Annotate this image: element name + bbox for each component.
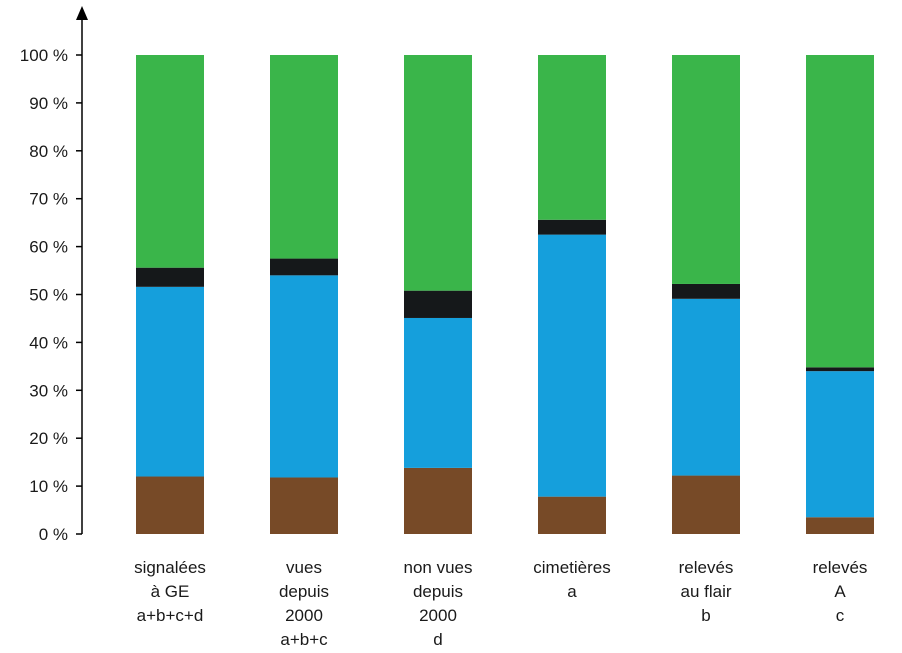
- y-tick-label: 70 %: [29, 190, 68, 209]
- category-labels: signalées à GE a+b+c+d vues depuis 2000 a+b+c n…: [134, 558, 867, 649]
- y-tick-label: 20 %: [29, 429, 68, 448]
- category-label: c: [836, 606, 845, 625]
- category-label: vues: [286, 558, 322, 577]
- bar-segment: [806, 371, 874, 518]
- category-label: a+b+c: [280, 630, 328, 649]
- bar-segment: [672, 475, 740, 534]
- category-label: 2000: [419, 606, 457, 625]
- category-label: b: [701, 606, 710, 625]
- bar-segment: [672, 283, 740, 299]
- bar-segment: [538, 55, 606, 220]
- bar-segment: [270, 275, 338, 478]
- category-label: cimetières: [533, 558, 610, 577]
- bar-segment: [270, 258, 338, 276]
- y-tick-label: 30 %: [29, 381, 68, 400]
- bar-segment: [806, 367, 874, 372]
- y-tick-label: 0 %: [39, 525, 68, 544]
- y-tick-label: 40 %: [29, 333, 68, 352]
- category-label: signalées: [134, 558, 206, 577]
- bar-segment: [136, 286, 204, 477]
- y-tick-label: 50 %: [29, 286, 68, 305]
- y-tick-label: 100 %: [20, 46, 68, 65]
- bar-segment: [404, 290, 472, 318]
- bar-segment: [538, 219, 606, 235]
- category-label: à GE: [151, 582, 190, 601]
- category-label: depuis: [413, 582, 463, 601]
- category-label: relevés: [679, 558, 734, 577]
- bar-segment: [270, 55, 338, 259]
- bar-segment: [538, 496, 606, 534]
- y-tick-label: 90 %: [29, 94, 68, 113]
- bars: [136, 55, 874, 534]
- y-tick-label: 60 %: [29, 238, 68, 257]
- bar-segment: [672, 55, 740, 284]
- category-label: non vues: [404, 558, 473, 577]
- category-label: A: [834, 582, 846, 601]
- bar-segment: [404, 467, 472, 534]
- y-tick-label: 80 %: [29, 142, 68, 161]
- category-label: au flair: [680, 582, 731, 601]
- category-label: a: [567, 582, 577, 601]
- y-axis-arrow: [76, 6, 88, 20]
- category-label: relevés: [813, 558, 868, 577]
- category-label: a+b+c+d: [137, 606, 204, 625]
- bar-segment: [136, 55, 204, 268]
- y-ticks: 0 % 10 % 20 % 30 % 40 % 50 % 60 % 70 % 80 % 90 % 1…: [20, 46, 82, 544]
- bar-segment: [404, 55, 472, 291]
- bar-segment: [404, 317, 472, 468]
- category-label: 2000: [285, 606, 323, 625]
- bar-segment: [672, 298, 740, 476]
- axes: [76, 6, 88, 534]
- bar-segment: [806, 517, 874, 534]
- bar-segment: [806, 55, 874, 368]
- category-label: d: [433, 630, 442, 649]
- bar-segment: [136, 476, 204, 534]
- category-label: depuis: [279, 582, 329, 601]
- bar-segment: [136, 267, 204, 287]
- bar-segment: [270, 477, 338, 534]
- bar-segment: [538, 234, 606, 497]
- y-tick-label: 10 %: [29, 477, 68, 496]
